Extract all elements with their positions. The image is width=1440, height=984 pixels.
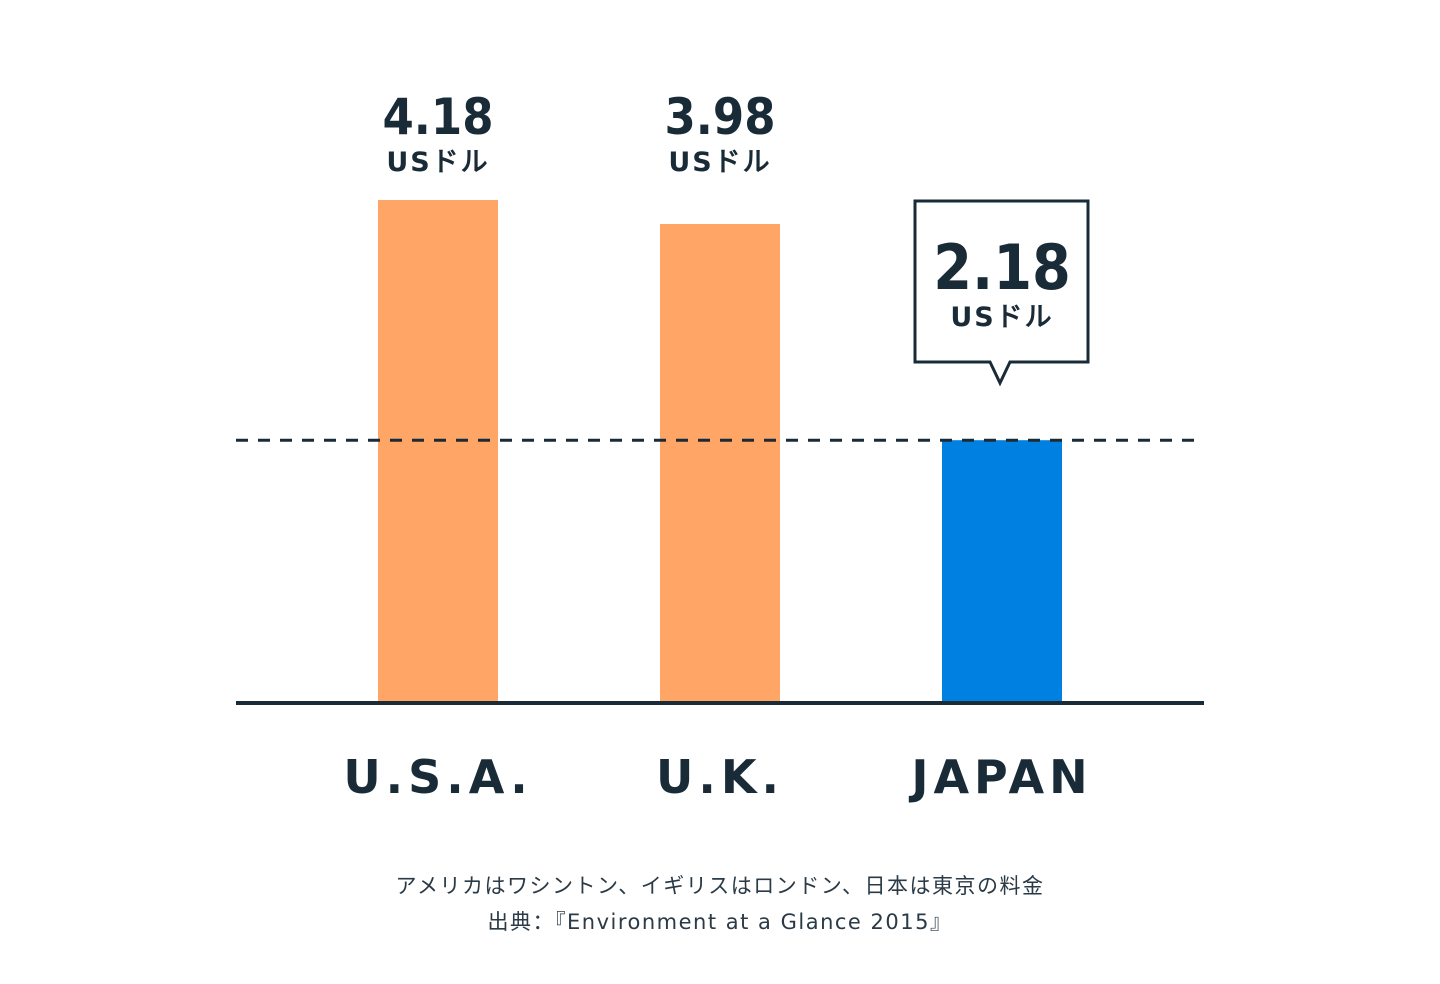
footnote-source: 出典：『Environment at a Glance 2015』 (487, 910, 953, 934)
category-label-japan: JAPAN (908, 750, 1092, 804)
category-label-uk: U.K. (656, 750, 784, 804)
value-label-japan: 2.18 (933, 231, 1071, 304)
unit-label-uk: USドル (668, 147, 771, 178)
value-label-uk: 3.98 (665, 88, 776, 146)
unit-label-japan: USドル (950, 302, 1053, 333)
bar-uk (660, 224, 780, 702)
bar-japan (942, 440, 1062, 702)
unit-label-usa: USドル (386, 147, 489, 178)
footnote-locations: アメリカはワシントン、イギリスはロンドン、日本は東京の料金 (395, 874, 1045, 898)
category-label-usa: U.S.A. (343, 750, 532, 804)
value-label-usa: 4.18 (383, 88, 494, 146)
bar-usa (378, 200, 498, 702)
callout-box-japan (913, 199, 1090, 387)
bars-layer (378, 200, 1062, 702)
